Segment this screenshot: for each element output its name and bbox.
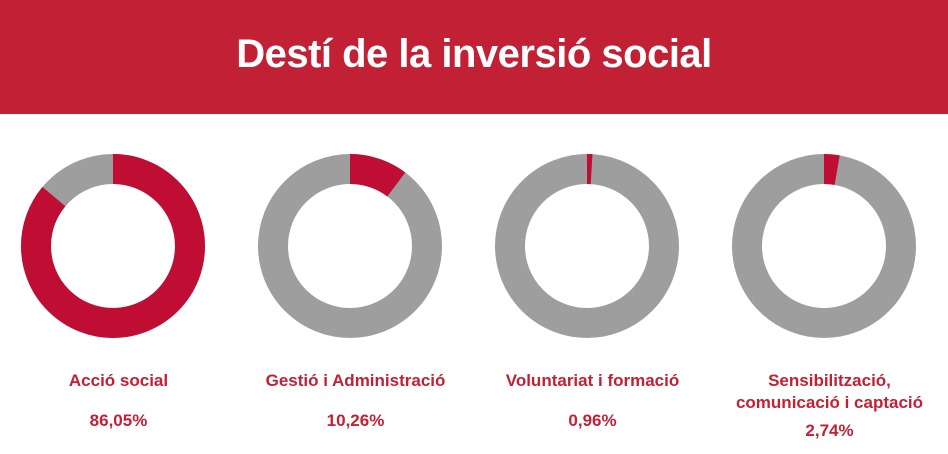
donut-chart-voluntariat: Voluntariat i formació 0,96% <box>474 114 711 454</box>
chart-label: Gestió i Administració <box>265 371 446 390</box>
donut-charts: Acció social 86,05% Gestió i Administrac… <box>0 114 948 454</box>
donut-remainder <box>258 154 442 338</box>
donut-slice <box>732 154 916 338</box>
donut-remainder <box>732 154 916 338</box>
chart-label: Sensibilització, comunicació i captació <box>735 371 924 412</box>
donut-slice <box>495 154 679 338</box>
chart-value: 0,96% <box>568 411 617 430</box>
donut-svg <box>495 154 679 338</box>
chart-value: 86,05% <box>89 411 148 430</box>
donut-slice <box>258 154 442 338</box>
chart-label: Acció social <box>68 371 169 390</box>
page-title: Destí de la inversió social <box>236 31 712 76</box>
donut-svg <box>732 154 916 338</box>
donut-chart-accio-social: Acció social 86,05% <box>0 114 237 454</box>
donut-svg <box>21 154 205 338</box>
chart-value: 10,26% <box>326 411 385 430</box>
donut-svg <box>258 154 442 338</box>
chart-label: Voluntariat i formació <box>505 371 680 390</box>
donut-chart-gestio: Gestió i Administració 10,26% <box>237 114 474 454</box>
donut-chart-sensibilitzacio: Sensibilització, comunicació i captació … <box>711 114 948 454</box>
donut-slice <box>21 154 205 338</box>
donut-remainder <box>495 154 679 338</box>
header-bar: Destí de la inversió social <box>0 0 948 114</box>
chart-value: 2,74% <box>805 421 854 440</box>
